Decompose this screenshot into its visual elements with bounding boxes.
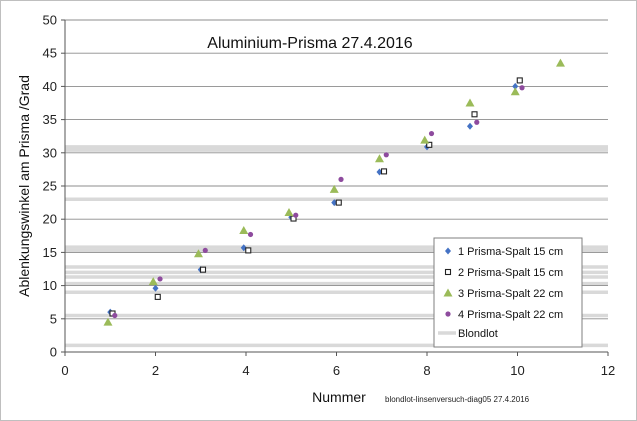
data-point [157,276,163,282]
y-tick-label: 0 [50,345,57,360]
y-tick-label: 40 [43,79,57,94]
y-axis-title: Ablenkungswinkel am Prisma /Grad [16,75,32,297]
data-point [284,208,294,217]
series-3 [103,58,565,326]
legend-box [433,237,583,348]
legend-marker [445,247,451,255]
data-point [152,284,159,292]
x-tick-label: 0 [61,363,68,378]
chart-title: Aluminium-Prisma 27.4.2016 [207,35,413,52]
data-point [471,111,478,118]
data-point [335,199,342,206]
legend-item-blondlot: Blondlot [438,328,498,340]
y-tick-label: 25 [43,179,57,194]
data-point [239,225,249,234]
data-point [420,135,430,144]
legend-label: 3 Prisma-Spalt 22 cm [458,288,563,300]
data-point [519,85,525,91]
x-tick-label: 4 [242,363,249,378]
y-tick-label: 30 [43,145,57,160]
y-tick-label: 20 [43,212,57,227]
data-point [199,266,207,273]
y-tick-label: 45 [43,46,57,61]
footnote: blondlot-linsenversuch-diag05 27.4.2016 [385,395,530,404]
legend-item-1: 1 Prisma-Spalt 15 cm [445,246,563,258]
y-tick-label: 10 [43,278,57,293]
y-tick-label: 5 [50,311,57,326]
data-point [202,247,208,254]
legend-item-3: 3 Prisma-Spalt 22 cm [443,288,563,300]
x-axis-title: Nummer [312,389,366,405]
data-point [245,247,252,254]
x-tick-label: 12 [601,363,615,378]
data-point [383,152,389,158]
legend-marker [443,288,453,297]
data-point [465,98,475,107]
series-4 [112,85,525,319]
x-tick-label: 2 [152,363,159,378]
x-tick-label: 8 [423,363,430,378]
legend-items: 1 Prisma-Spalt 15 cm 2 Prisma-Spalt 15 cm… [438,246,563,340]
data-point [103,317,113,326]
data-point [154,293,161,300]
axes: 0 5 10 15 20 25 30 35 40 45 50 0 2 4 6 8 10 12 [43,13,616,379]
data-point [466,122,473,130]
legend-label: 1 Prisma-Spalt 15 cm [458,246,563,258]
data-point [374,154,384,163]
legend-item-2: 2 Prisma-Spalt 15 cm [444,267,563,279]
y-tick-label: 50 [43,13,57,28]
legend-label: Blondlot [458,328,498,340]
data-point [510,87,520,96]
data-point [428,130,435,137]
data-point [474,119,480,125]
data-point [293,212,299,218]
data-point [516,77,523,84]
legend-marker [445,311,451,317]
x-tick-label: 6 [333,363,340,378]
data-point [193,249,203,258]
data-point [329,184,339,193]
data-point [426,141,433,148]
data-points [103,58,565,326]
data-point [338,176,344,182]
data-point [148,277,158,286]
data-point [247,231,254,238]
legend: 1 Prisma-Spalt 15 cm 2 Prisma-Spalt 15 cm… [433,237,583,348]
data-point [512,82,519,90]
data-point [112,312,118,319]
legend-label: 4 Prisma-Spalt 22 cm [458,309,563,321]
data-point [380,168,388,175]
legend-marker [444,268,452,276]
data-point [555,58,565,67]
legend-item-4: 4 Prisma-Spalt 22 cm [445,309,563,321]
legend-label: 2 Prisma-Spalt 15 cm [458,267,563,279]
series-2 [109,77,523,317]
x-tick-label: 10 [510,363,524,378]
y-tick-label: 15 [43,245,57,260]
y-tick-label: 35 [43,112,57,127]
